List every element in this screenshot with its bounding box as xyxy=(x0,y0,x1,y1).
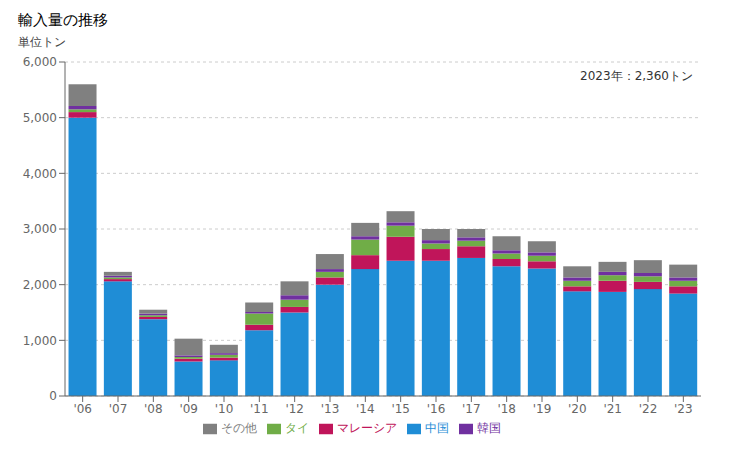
html-text:輸入量の推移: 輸入量の推移 xyxy=(18,11,108,29)
svg-text:'09: '09 xyxy=(179,402,198,416)
svg-text:'22: '22 xyxy=(639,402,658,416)
html-text:単位トン: 単位トン xyxy=(18,35,66,49)
html-text:その他: その他 xyxy=(221,421,257,435)
html-text:タイ: タイ xyxy=(285,421,309,435)
svg-text:1,000: 1,000 xyxy=(23,334,57,348)
svg-text:'20: '20 xyxy=(568,402,587,416)
svg-text:'15: '15 xyxy=(391,402,410,416)
svg-text:6,000: 6,000 xyxy=(23,55,57,69)
svg-text:5,000: 5,000 xyxy=(23,111,57,125)
svg-text:0: 0 xyxy=(49,389,57,403)
svg-text:'14: '14 xyxy=(356,402,375,416)
html-text:マレーシア: マレーシア xyxy=(337,421,397,435)
html-text:中国: 中国 xyxy=(425,421,449,435)
svg-text:'23: '23 xyxy=(674,402,693,416)
svg-text:'13: '13 xyxy=(321,402,340,416)
html-text:韓国: 韓国 xyxy=(477,421,501,435)
svg-text:'19: '19 xyxy=(533,402,552,416)
svg-text:'06: '06 xyxy=(73,402,92,416)
svg-text:'08: '08 xyxy=(144,402,163,416)
svg-text:'07: '07 xyxy=(109,402,128,416)
svg-text:4,000: 4,000 xyxy=(23,167,57,181)
svg-text:'11: '11 xyxy=(250,402,269,416)
html-text:2023年：2,360トン: 2023年：2,360トン xyxy=(580,69,693,83)
svg-text:'16: '16 xyxy=(427,402,446,416)
svg-text:'17: '17 xyxy=(462,402,481,416)
svg-text:3,000: 3,000 xyxy=(23,222,57,236)
svg-text:'10: '10 xyxy=(215,402,234,416)
svg-text:2,000: 2,000 xyxy=(23,278,57,292)
svg-text:'12: '12 xyxy=(285,402,304,416)
svg-text:'18: '18 xyxy=(497,402,516,416)
svg-text:'21: '21 xyxy=(603,402,622,416)
